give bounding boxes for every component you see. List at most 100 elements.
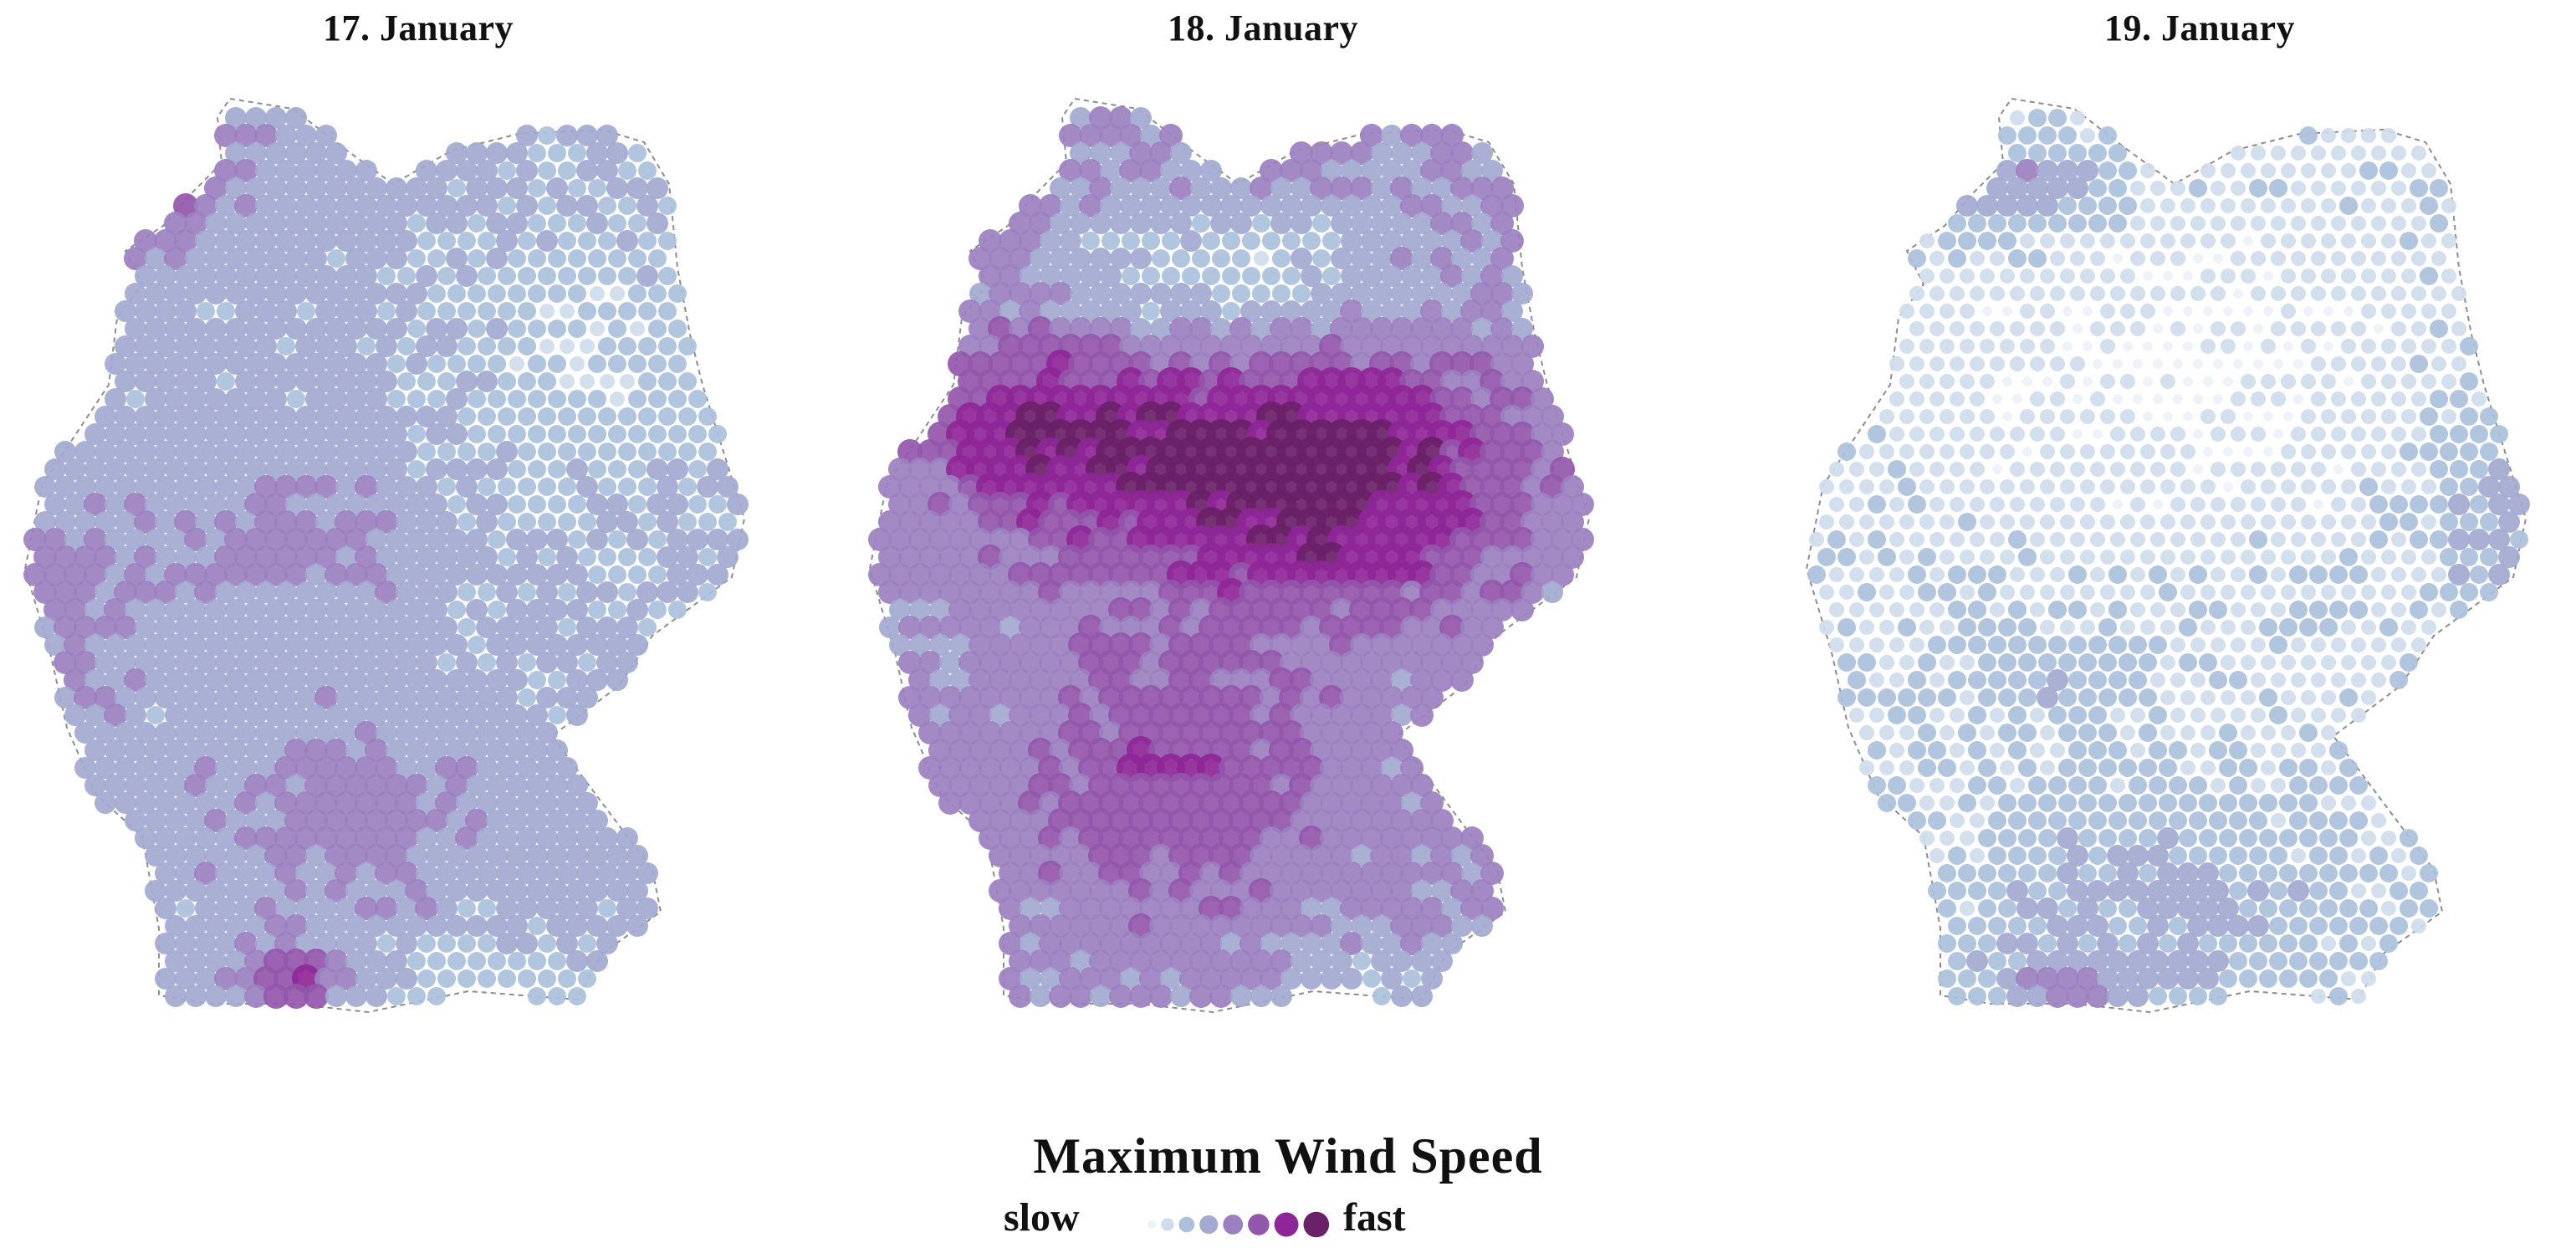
wind-dot [580,339,595,354]
wind-dot [1390,809,1413,832]
wind-dot [325,915,347,937]
wind-dot [1262,267,1280,285]
wind-dot [416,406,437,427]
wind-dot [630,321,645,336]
wind-dot [878,510,902,534]
wind-dot [2037,195,2058,217]
wind-dot [528,249,546,268]
wind-dot [536,616,558,638]
legend-slow-label: slow [1004,1195,1080,1240]
wind-dot [2389,671,2408,689]
wind-dot [1400,124,1423,147]
wind-dot [2100,514,2115,529]
wind-dot [478,302,496,320]
wind-dot [2028,917,2047,935]
wind-dot [386,739,407,761]
wind-dot [2086,984,2109,1008]
wind-dot [1899,514,1914,529]
wind-dot [1998,232,2016,250]
wind-dot [528,671,546,689]
wind-dot [1982,306,1992,316]
wind-dot [34,616,56,638]
wind-dot [538,442,556,461]
wind-dot [235,371,257,392]
wind-dot [588,390,606,408]
wind-dot [345,985,367,1007]
wind-dot [999,686,1022,709]
wind-dot [2223,306,2233,316]
wind-dot [979,756,1002,780]
wind-dot [1938,688,1956,707]
wind-dot [568,179,586,197]
wind-dot [2219,864,2237,882]
wind-dot [1360,862,1383,885]
wind-dot [365,423,387,445]
wind-dot [1270,879,1293,903]
wind-dot [265,880,287,902]
wind-dot [516,160,538,182]
wind-dot [1300,862,1323,885]
wind-dot [2130,427,2145,442]
wind-dot [1260,826,1283,850]
wind-dot [668,390,687,408]
wind-dot [2239,934,2257,953]
wind-dot [2010,286,2025,301]
wind-dot [1908,671,1926,689]
wind-dot [1410,809,1434,832]
wind-dot [284,844,308,867]
wind-dot [2229,846,2247,865]
wind-dot [135,406,156,427]
wind-dot [1950,497,1965,512]
wind-dot [648,530,667,549]
wind-dot [606,177,628,199]
wind-dot [185,353,207,375]
wind-dot [2410,530,2428,549]
wind-dot [1039,686,1062,709]
wind-dot [125,739,146,761]
wind-dot [576,160,598,182]
wind-dot [1028,527,1053,552]
wind-dot [2008,706,2027,724]
wind-dot [608,460,626,478]
wind-dot [355,441,377,463]
wind-dot [185,739,207,761]
wind-dot [455,826,478,850]
wind-dot [235,265,257,287]
wind-dot [125,318,146,340]
wind-dot [2008,917,2027,935]
wind-dot [2371,673,2386,688]
wind-dot [560,304,575,319]
wind-dot [275,125,297,146]
wind-dot [1340,826,1363,850]
wind-dot [175,827,197,849]
wind-dot [294,791,318,815]
wind-dot [2421,374,2436,389]
wind-dot [1859,725,1874,740]
wind-dot [616,652,638,673]
wind-dot [2460,407,2478,426]
wind-dot [1511,318,1533,340]
wind-dot [1899,444,1914,459]
wind-dot [205,739,227,761]
wind-dot [2129,776,2147,795]
wind-dot [365,634,387,656]
wind-dot [345,844,368,867]
wind-dot [578,653,596,672]
wind-dot [355,933,377,954]
wind-dot [396,933,417,954]
wind-dot [287,390,305,408]
wind-dot [1390,633,1413,657]
wind-dot [2341,233,2356,248]
wind-dot [556,546,578,568]
wind-dot [125,775,146,796]
wind-dot [43,528,67,551]
wind-dot [2137,933,2159,954]
wind-dot [1950,391,1965,407]
wind-dot [2153,359,2163,369]
wind-dot [396,406,417,427]
wind-dot [1938,864,1956,882]
wind-dot [476,546,498,568]
wind-dot [1849,567,1864,582]
wind-dot [415,897,438,920]
wind-dot [658,197,677,215]
